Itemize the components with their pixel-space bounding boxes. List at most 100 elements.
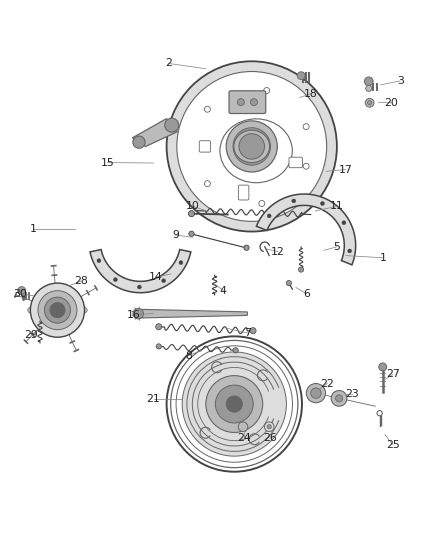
Circle shape: [166, 336, 302, 472]
Circle shape: [239, 134, 265, 159]
Circle shape: [179, 261, 183, 264]
Polygon shape: [256, 194, 356, 265]
Circle shape: [182, 352, 286, 456]
Text: 30: 30: [14, 289, 27, 299]
Text: 22: 22: [321, 378, 334, 389]
FancyBboxPatch shape: [229, 91, 266, 114]
Circle shape: [206, 376, 263, 432]
Ellipse shape: [220, 119, 292, 183]
Circle shape: [292, 199, 296, 203]
Text: 1: 1: [30, 224, 37, 235]
Circle shape: [331, 391, 347, 406]
Circle shape: [189, 231, 194, 236]
Circle shape: [138, 285, 141, 289]
Text: 4: 4: [220, 286, 227, 295]
Text: 9: 9: [172, 230, 179, 240]
Circle shape: [156, 344, 161, 349]
Polygon shape: [138, 309, 247, 318]
Polygon shape: [90, 249, 191, 293]
Circle shape: [264, 87, 270, 93]
Text: 1: 1: [379, 253, 386, 263]
Circle shape: [226, 121, 277, 172]
Text: 14: 14: [149, 272, 162, 282]
FancyBboxPatch shape: [289, 157, 303, 168]
Polygon shape: [132, 119, 177, 147]
Text: 11: 11: [330, 201, 344, 211]
Circle shape: [348, 249, 352, 253]
Circle shape: [336, 395, 343, 402]
Circle shape: [233, 348, 238, 353]
Circle shape: [367, 101, 372, 105]
Circle shape: [50, 303, 65, 318]
Text: 18: 18: [304, 88, 318, 99]
Circle shape: [259, 200, 265, 206]
Text: 2: 2: [166, 59, 172, 68]
Circle shape: [188, 211, 194, 217]
Circle shape: [306, 384, 325, 403]
FancyBboxPatch shape: [199, 141, 211, 152]
Circle shape: [251, 99, 258, 106]
Text: 20: 20: [385, 98, 399, 108]
Circle shape: [297, 72, 305, 79]
Circle shape: [226, 396, 242, 412]
Text: 25: 25: [386, 440, 399, 450]
Circle shape: [162, 279, 166, 282]
Circle shape: [177, 71, 327, 221]
Circle shape: [366, 85, 372, 92]
Circle shape: [205, 106, 210, 112]
Circle shape: [321, 201, 325, 206]
Text: 12: 12: [271, 247, 285, 257]
Circle shape: [233, 128, 271, 165]
Circle shape: [238, 422, 248, 432]
Text: 27: 27: [386, 369, 399, 379]
Ellipse shape: [234, 130, 270, 163]
Circle shape: [303, 163, 309, 169]
Circle shape: [267, 425, 272, 429]
Circle shape: [215, 385, 253, 423]
Circle shape: [155, 324, 162, 330]
Circle shape: [303, 124, 309, 130]
Text: 10: 10: [186, 201, 200, 211]
Circle shape: [265, 422, 274, 432]
Circle shape: [166, 61, 337, 231]
Circle shape: [364, 77, 373, 86]
Circle shape: [365, 99, 374, 107]
Text: 8: 8: [185, 351, 192, 360]
Circle shape: [250, 328, 256, 334]
Text: 28: 28: [74, 276, 88, 286]
Text: 16: 16: [127, 310, 141, 320]
Circle shape: [171, 341, 298, 467]
Text: 24: 24: [237, 433, 251, 442]
Circle shape: [133, 136, 145, 148]
Circle shape: [379, 363, 387, 371]
Circle shape: [311, 388, 321, 398]
Text: 7: 7: [244, 328, 251, 338]
Text: 23: 23: [345, 389, 359, 399]
FancyBboxPatch shape: [238, 185, 249, 200]
Circle shape: [38, 290, 77, 329]
Text: 26: 26: [264, 433, 277, 442]
Circle shape: [286, 280, 291, 286]
Text: 15: 15: [101, 158, 115, 167]
Circle shape: [133, 309, 144, 319]
Circle shape: [176, 346, 293, 462]
Circle shape: [342, 221, 346, 225]
Circle shape: [244, 245, 249, 251]
Circle shape: [165, 118, 179, 132]
Text: 21: 21: [147, 394, 160, 404]
Circle shape: [237, 99, 244, 106]
Circle shape: [97, 259, 101, 263]
Text: 5: 5: [333, 242, 340, 252]
Circle shape: [205, 181, 210, 187]
Circle shape: [45, 297, 71, 323]
Ellipse shape: [28, 303, 87, 318]
Circle shape: [113, 278, 117, 281]
Circle shape: [18, 287, 25, 294]
Text: 29: 29: [25, 330, 38, 340]
Circle shape: [30, 283, 85, 337]
Text: 3: 3: [397, 76, 404, 86]
Circle shape: [298, 267, 304, 272]
Text: 17: 17: [339, 165, 353, 175]
Text: 6: 6: [303, 288, 310, 298]
Circle shape: [267, 214, 271, 218]
